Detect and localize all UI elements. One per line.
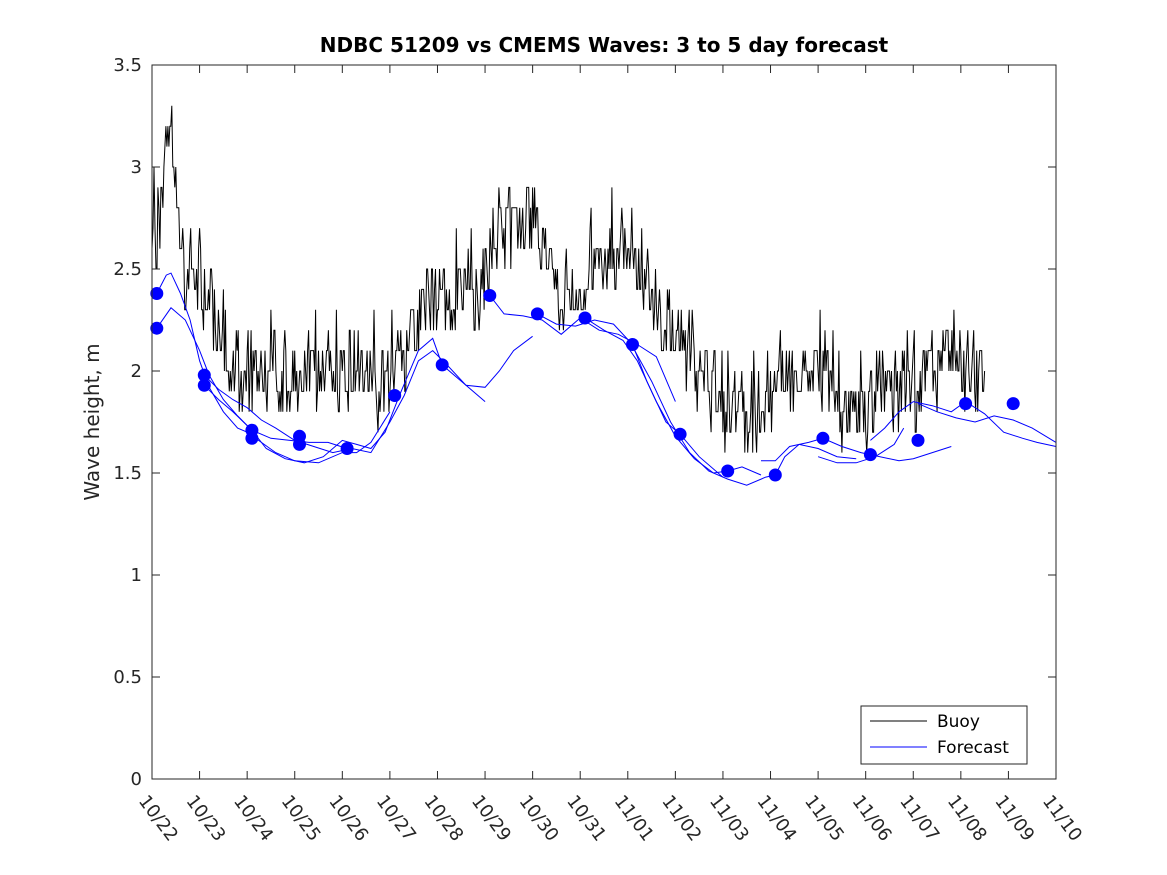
forecast-marker [245, 431, 259, 445]
forecast-markers [150, 287, 1020, 482]
forecast-line [817, 427, 905, 464]
legend-forecast-label: Forecast [937, 738, 1009, 758]
y-tick-label: 3 [131, 157, 142, 178]
forecast-marker [863, 448, 877, 462]
forecast-marker [768, 468, 782, 482]
forecast-marker [293, 437, 306, 451]
forecast-marker [1006, 397, 1020, 411]
forecast-marker [150, 287, 164, 300]
forecast-marker [673, 427, 687, 441]
y-tick-label: 3.5 [113, 55, 142, 76]
y-tick-label: 1 [131, 565, 142, 586]
legend-box [860, 705, 1028, 765]
y-tick-label: 0.5 [113, 667, 142, 688]
forecast-line [870, 400, 1057, 447]
buoy-series [151, 105, 986, 453]
buoy-line [151, 105, 986, 453]
forecast-marker [626, 338, 639, 351]
chart-title: NDBC 51209 vs CMEMS Waves: 3 to 5 day fo… [320, 33, 889, 57]
forecast-marker [959, 397, 973, 411]
y-tick-label: 0 [131, 769, 142, 790]
forecast-marker [578, 311, 592, 325]
y-tick-label: 2 [131, 361, 142, 382]
forecast-marker [197, 368, 211, 382]
plot-area [152, 65, 1056, 779]
forecast-marker [150, 321, 164, 335]
forecast-line [917, 403, 1057, 443]
legend-buoy-label: Buoy [937, 712, 980, 732]
forecast-marker [197, 378, 211, 392]
forecast-marker [816, 431, 830, 445]
legend: Buoy Forecast [860, 705, 1028, 765]
forecast-series [156, 272, 1057, 486]
forecast-marker [530, 307, 544, 321]
forecast-line [203, 335, 533, 454]
forecast-line [761, 437, 952, 462]
forecast-marker [340, 442, 354, 455]
y-axis-label: Wave height, m [80, 343, 104, 500]
forecast-marker [388, 389, 402, 402]
y-axis: 0 0.5 1 1.5 2 2.5 3 3.5 [113, 55, 1056, 790]
y-tick-label: 1.5 [113, 463, 142, 484]
forecast-marker [721, 464, 735, 478]
forecast-marker [911, 433, 925, 447]
forecast-line [156, 307, 486, 464]
y-tick-label: 2.5 [113, 259, 142, 280]
forecast-line [632, 346, 857, 486]
plot-frame [151, 64, 1057, 780]
forecast-marker [483, 289, 497, 302]
forecast-marker [435, 358, 449, 372]
forecast-line [203, 384, 348, 449]
